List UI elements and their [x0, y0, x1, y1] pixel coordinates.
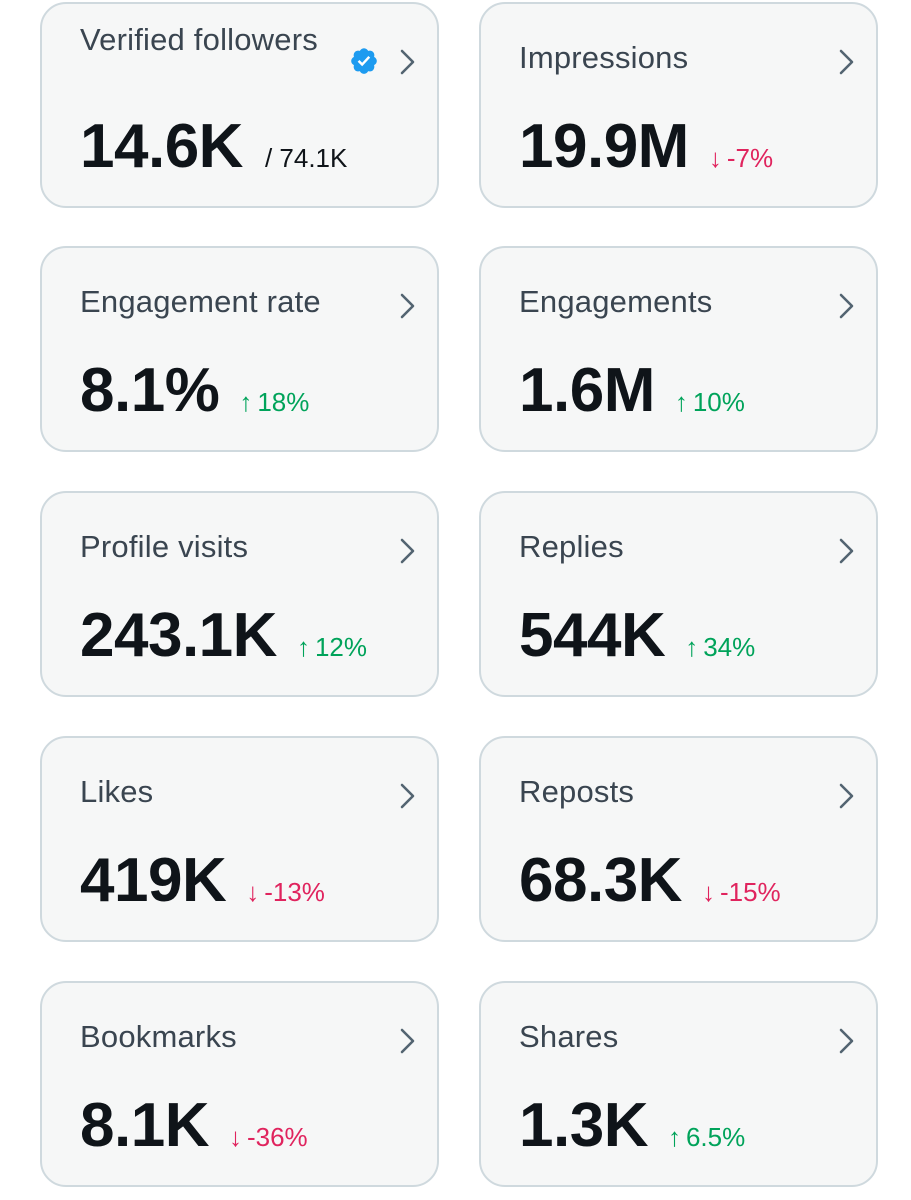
card-bookmarks[interactable]: Bookmarks 8.1K ↓ -36%	[40, 981, 439, 1187]
metric-delta: ↑ 18%	[239, 387, 309, 418]
chevron-right-icon[interactable]	[395, 47, 419, 77]
chevron-right-icon[interactable]	[834, 291, 858, 321]
metric-total: / 74.1K	[264, 143, 348, 173]
arrow-up-icon: ↑	[674, 387, 688, 417]
metric-delta: ↓ -15%	[702, 877, 781, 908]
metric-delta: ↓ -13%	[246, 877, 325, 908]
delta-value: 18%	[257, 387, 310, 417]
metric-value: 544K	[519, 601, 666, 670]
card-shares[interactable]: Shares 1.3K ↑ 6.5%	[479, 981, 878, 1187]
metric-row: 243.1K ↑ 12%	[80, 601, 367, 671]
card-label: Bookmarks	[80, 1019, 237, 1054]
chevron-right-icon[interactable]	[834, 781, 858, 811]
metric-value: 419K	[80, 846, 227, 915]
card-impressions[interactable]: Impressions 19.9M ↓ -7%	[479, 2, 878, 208]
metric-delta: ↑ 34%	[685, 632, 755, 663]
metric-value: 68.3K	[519, 846, 682, 915]
metric-value: 1.3K	[519, 1091, 648, 1160]
card-label: Reposts	[519, 774, 635, 809]
metric-delta: ↑ 12%	[297, 632, 367, 663]
card-engagements[interactable]: Engagements 1.6M ↑ 10%	[479, 246, 878, 452]
card-label: Likes	[80, 774, 154, 809]
chevron-right-icon[interactable]	[395, 1026, 419, 1056]
chevron-right-icon[interactable]	[395, 781, 419, 811]
metric-row: 419K ↓ -13%	[80, 846, 325, 916]
metric-value: 243.1K	[80, 601, 277, 670]
arrow-up-icon: ↑	[685, 632, 699, 662]
chevron-right-icon[interactable]	[395, 536, 419, 566]
card-label: Impressions	[519, 40, 689, 75]
delta-value: -7%	[726, 143, 774, 173]
card-replies[interactable]: Replies 544K ↑ 34%	[479, 491, 878, 697]
delta-value: 6.5%	[685, 1122, 746, 1152]
chevron-right-icon[interactable]	[834, 1026, 858, 1056]
metric-delta: ↑ 10%	[675, 387, 745, 418]
arrow-up-icon: ↑	[667, 1122, 681, 1152]
metric-value: 1.6M	[519, 356, 655, 425]
card-label: Profile visits	[80, 529, 249, 564]
arrow-down-icon: ↓	[246, 877, 260, 907]
metric-row: 8.1K ↓ -36%	[80, 1091, 308, 1161]
card-likes[interactable]: Likes 419K ↓ -13%	[40, 736, 439, 942]
metric-row: 1.3K ↑ 6.5%	[519, 1091, 745, 1161]
delta-value: -36%	[246, 1122, 308, 1152]
card-label: Verified followers	[80, 22, 318, 57]
delta-value: 12%	[314, 632, 367, 662]
metric-delta: ↑ 6.5%	[668, 1122, 745, 1153]
arrow-up-icon: ↑	[239, 387, 253, 417]
metric-row: 1.6M ↑ 10%	[519, 356, 745, 426]
chevron-right-icon[interactable]	[834, 536, 858, 566]
card-label: Replies	[519, 529, 624, 564]
card-label: Engagements	[519, 284, 713, 319]
verified-badge-icon	[349, 46, 379, 76]
metric-row: 68.3K ↓ -15%	[519, 846, 781, 916]
metric-value: 8.1%	[80, 356, 220, 425]
arrow-down-icon: ↓	[228, 1122, 242, 1152]
arrow-up-icon: ↑	[296, 632, 310, 662]
arrow-down-icon: ↓	[708, 143, 722, 173]
metric-value: 19.9M	[519, 112, 689, 181]
card-profile-visits[interactable]: Profile visits 243.1K ↑ 12%	[40, 491, 439, 697]
delta-value: 10%	[692, 387, 745, 417]
delta-value: -15%	[719, 877, 781, 907]
metric-value: 14.6K	[80, 112, 243, 181]
card-label: Engagement rate	[80, 284, 321, 319]
delta-value: -13%	[264, 877, 325, 907]
chevron-right-icon[interactable]	[395, 291, 419, 321]
metric-delta: ↓ -36%	[229, 1122, 308, 1153]
card-verified-followers[interactable]: Verified followers 14.6K / 74.1K	[40, 2, 439, 208]
metric-row: 8.1% ↑ 18%	[80, 356, 309, 426]
arrow-down-icon: ↓	[701, 877, 715, 907]
metric-value: 8.1K	[80, 1091, 209, 1160]
delta-value: 34%	[703, 632, 756, 662]
metric-row: 14.6K / 74.1K	[80, 112, 347, 182]
metric-row: 544K ↑ 34%	[519, 601, 755, 671]
card-engagement-rate[interactable]: Engagement rate 8.1% ↑ 18%	[40, 246, 439, 452]
metric-delta: ↓ -7%	[709, 143, 773, 174]
card-label: Shares	[519, 1019, 619, 1054]
metric-row: 19.9M ↓ -7%	[519, 112, 773, 182]
card-reposts[interactable]: Reposts 68.3K ↓ -15%	[479, 736, 878, 942]
chevron-right-icon[interactable]	[834, 47, 858, 77]
